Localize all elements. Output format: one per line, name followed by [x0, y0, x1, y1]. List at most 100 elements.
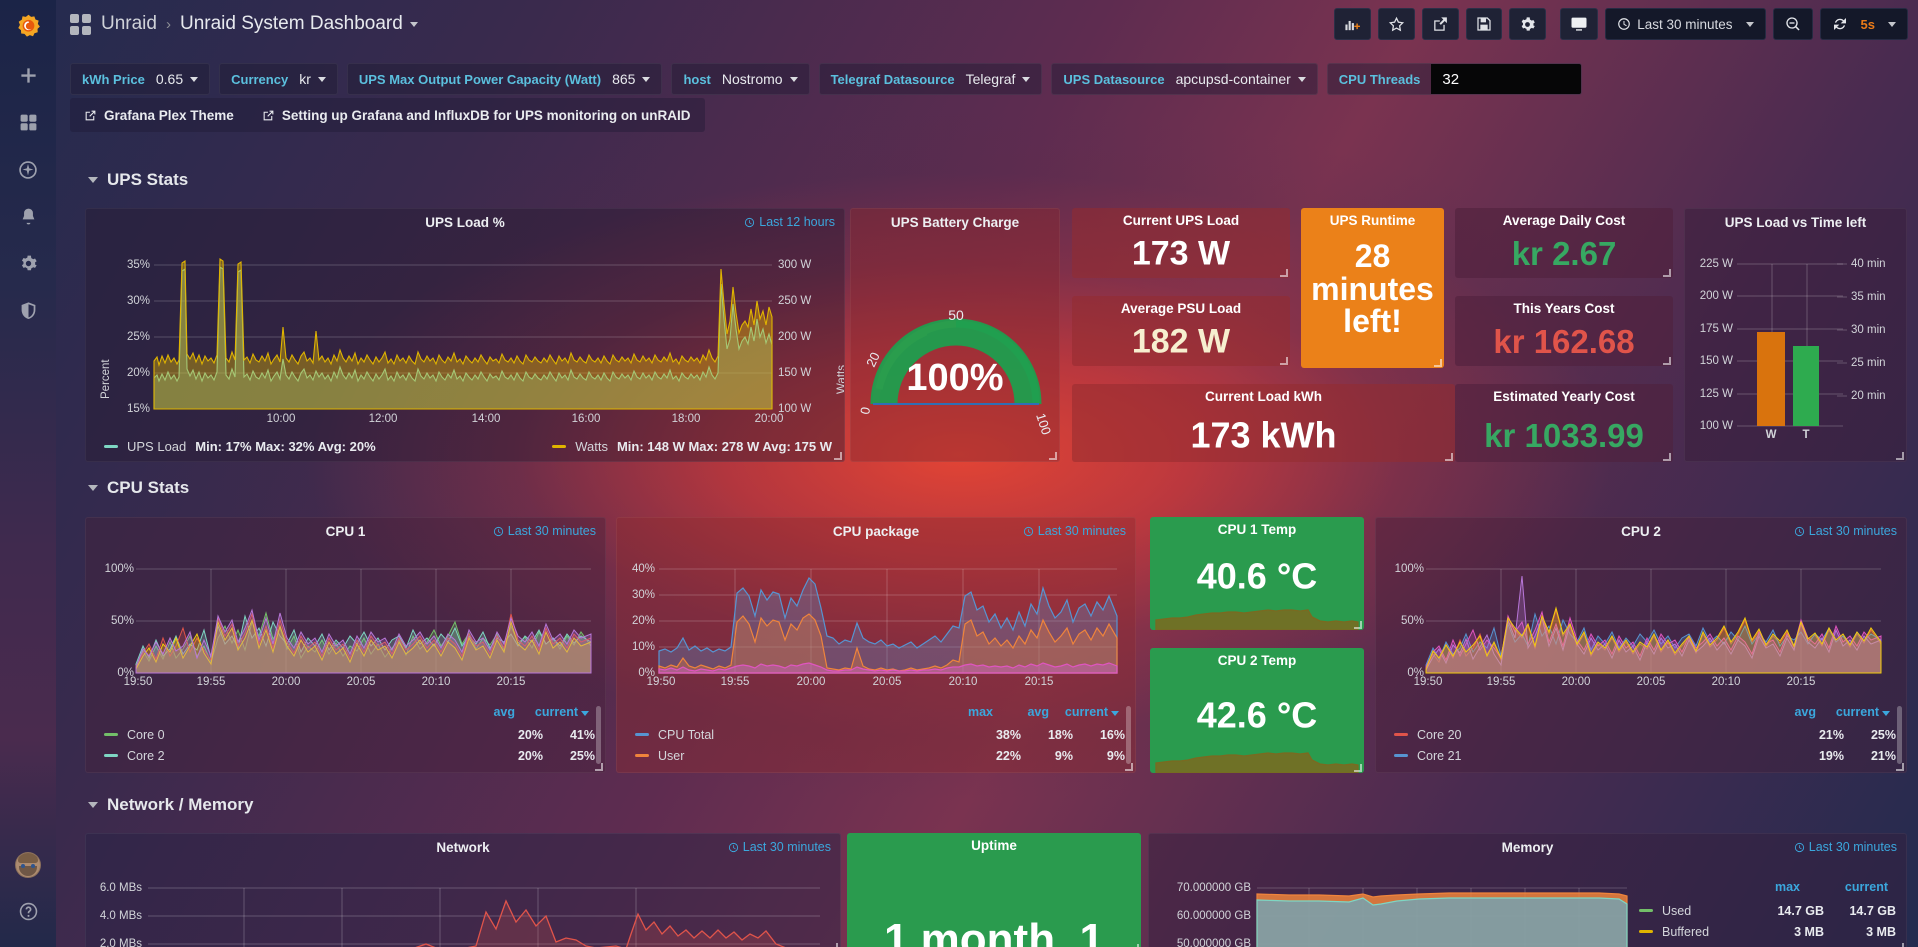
mark-favorite-button[interactable]	[1378, 8, 1416, 40]
row-header-cpu-stats[interactable]: CPU Stats	[88, 478, 189, 498]
panel-ups-battery-charge[interactable]: UPS Battery Charge 50 20 0 100 100%	[850, 208, 1060, 462]
refresh-interval-picker[interactable]: 5s	[1859, 9, 1907, 39]
legend-header-current[interactable]: current	[1065, 705, 1119, 719]
panel-resize-handle[interactable]	[830, 943, 838, 947]
panel-average-psu-load[interactable]: Average PSU Load 182 W	[1072, 296, 1290, 366]
panel-uptime[interactable]: Uptime 1 month, 1	[847, 833, 1141, 947]
row-header-ups-stats[interactable]: UPS Stats	[88, 170, 188, 190]
panel-estimated-yearly-cost[interactable]: Estimated Yearly Cost kr 1033.99	[1455, 384, 1673, 462]
panel-current-ups-load[interactable]: Current UPS Load 173 W	[1072, 208, 1290, 278]
sidebar-item-explore[interactable]	[0, 146, 56, 193]
panel-average-daily-cost[interactable]: Average Daily Cost kr 2.67	[1455, 208, 1673, 278]
panel-resize-handle[interactable]	[1125, 763, 1133, 771]
variable-currency[interactable]: Currency kr	[219, 63, 338, 95]
panel-cpu-package[interactable]: CPU package Last 30 minutes 40% 30% 20% …	[616, 517, 1136, 773]
time-range-picker[interactable]: Last 30 minutes	[1606, 9, 1764, 39]
legend-item[interactable]: Core 21 19% 21%	[1394, 745, 1896, 766]
legend-item[interactable]: Core 0 20% 41%	[104, 724, 595, 745]
legend-item[interactable]: Core 2 20% 25%	[104, 745, 595, 766]
variable-value[interactable]: 865	[612, 71, 661, 87]
cpu-threads-input[interactable]: 32	[1431, 64, 1582, 94]
legend-header-current[interactable]: current	[1836, 705, 1890, 719]
panel-resize-handle[interactable]	[595, 763, 603, 771]
sidebar-item-configuration[interactable]	[0, 240, 56, 287]
sidebar-item-dashboards[interactable]	[0, 99, 56, 146]
share-dashboard-button[interactable]	[1422, 8, 1460, 40]
main-sidebar[interactable]	[0, 0, 56, 947]
legend-item[interactable]: Used 14.7 GB 14.7 GB	[1639, 900, 1896, 921]
time-range-chevron-down-icon[interactable]	[1745, 21, 1754, 27]
sidebar-item-server-admin[interactable]	[0, 287, 56, 334]
legend-item[interactable]: CPU Total 38% 18% 16%	[635, 724, 1125, 745]
panel-resize-handle[interactable]	[1131, 944, 1139, 947]
legend-header-avg[interactable]: avg	[493, 705, 515, 719]
panel-ups-load-percent[interactable]: UPS Load % Last 12 hours Percent Watts 3…	[85, 208, 845, 462]
dashboard-link-ups-monitoring-guide[interactable]: Setting up Grafana and InfluxDB for UPS …	[248, 98, 705, 132]
legend-item-ups-load[interactable]: UPS Load Min: 17% Max: 32% Avg: 20%	[104, 439, 376, 454]
panel-resize-handle[interactable]	[1354, 621, 1362, 629]
panel-resize-handle[interactable]	[1445, 453, 1453, 461]
variable-value[interactable]: 0.65	[156, 71, 209, 87]
row-header-network-memory[interactable]: Network / Memory	[88, 795, 253, 815]
dashboard-link-grafana-plex-theme[interactable]: Grafana Plex Theme	[70, 98, 248, 132]
legend-scrollbar[interactable]	[596, 706, 601, 764]
legend-item[interactable]: User 22% 9% 9%	[635, 745, 1125, 766]
tv-kiosk-button[interactable]	[1560, 8, 1599, 40]
variable-value[interactable]: Nostromo	[722, 71, 809, 87]
variable-value[interactable]: apcupsd-container	[1176, 71, 1317, 87]
panel-ups-load-vs-time-left[interactable]: UPS Load vs Time left 225 W 200 W 175 W …	[1684, 208, 1907, 462]
panel-resize-handle[interactable]	[1896, 763, 1904, 771]
variable-value[interactable]: kr	[299, 71, 337, 87]
panel-cpu-1-temp[interactable]: CPU 1 Temp 40.6 °C	[1150, 517, 1364, 630]
sidebar-item-alerting[interactable]	[0, 193, 56, 240]
variable-kwh-price[interactable]: kWh Price 0.65	[70, 63, 211, 95]
legend-item[interactable]: Core 20 21% 25%	[1394, 724, 1896, 745]
variable-cpu-threads[interactable]: CPU Threads 32	[1326, 63, 1583, 95]
time-picker-group[interactable]: Last 30 minutes	[1605, 8, 1766, 40]
refresh-group[interactable]: 5s	[1819, 8, 1908, 40]
panel-resize-handle[interactable]	[1280, 269, 1288, 277]
user-profile-avatar[interactable]	[0, 841, 56, 888]
panel-resize-handle[interactable]	[1280, 357, 1288, 365]
sidebar-item-help[interactable]	[0, 888, 56, 935]
panel-network[interactable]: Network Last 30 minutes 6.0 MBs 4.0 MBs …	[85, 833, 841, 947]
panel-ups-runtime[interactable]: UPS Runtime 28 minutes left!	[1301, 208, 1444, 368]
refresh-interval-chevron-down-icon[interactable]	[1888, 21, 1896, 27]
panel-resize-handle[interactable]	[1896, 943, 1904, 947]
panel-resize-handle[interactable]	[1896, 452, 1904, 460]
panel-resize-handle[interactable]	[1663, 357, 1671, 365]
panel-this-years-cost[interactable]: This Years Cost kr 162.68	[1455, 296, 1673, 366]
panel-cpu-2[interactable]: CPU 2 Last 30 minutes 100% 50% 0% 19:50 …	[1375, 517, 1907, 773]
legend-header-avg[interactable]: avg	[1027, 705, 1049, 719]
breadcrumb-folder[interactable]: Unraid	[101, 13, 157, 34]
sidebar-item-create[interactable]	[0, 52, 56, 99]
dashboard-settings-button[interactable]	[1509, 8, 1547, 40]
legend-header-current[interactable]: current	[535, 705, 589, 719]
refresh-dashboard-button[interactable]	[1821, 9, 1859, 39]
variable-ups-max-output-power-capacity[interactable]: UPS Max Output Power Capacity (Watt) 865	[346, 63, 663, 95]
variable-ups-datasource[interactable]: UPS Datasource apcupsd-container	[1051, 63, 1318, 95]
legend-scrollbar[interactable]	[1897, 706, 1902, 764]
legend-header-current[interactable]: current	[1844, 880, 1888, 894]
panel-resize-handle[interactable]	[1663, 269, 1671, 277]
grafana-logo-icon[interactable]	[0, 0, 56, 52]
zoom-out-time-range-button[interactable]	[1774, 9, 1812, 39]
panel-current-load-kwh[interactable]: Current Load kWh 173 kWh	[1072, 384, 1455, 462]
panel-memory[interactable]: Memory Last 30 minutes 70.000000 GB 60.0…	[1148, 833, 1907, 947]
panel-resize-handle[interactable]	[1434, 359, 1442, 367]
legend-item[interactable]: Buffered 3 MB 3 MB	[1639, 921, 1896, 942]
add-panel-button[interactable]	[1334, 8, 1372, 40]
legend-header-max[interactable]: max	[967, 705, 993, 719]
panel-resize-handle[interactable]	[834, 452, 842, 460]
save-dashboard-button[interactable]	[1466, 8, 1503, 40]
zoom-out-group[interactable]	[1772, 8, 1813, 40]
panel-cpu-1[interactable]: CPU 1 Last 30 minutes 100% 50% 0% 19:50 …	[85, 517, 606, 773]
panel-resize-handle[interactable]	[1354, 764, 1362, 772]
variable-value[interactable]: Telegraf	[966, 71, 1042, 87]
legend-header-max[interactable]: max	[1774, 880, 1800, 894]
panel-resize-handle[interactable]	[1663, 453, 1671, 461]
dashboards-folder-icon[interactable]	[70, 13, 91, 35]
legend-item-watts[interactable]: Watts Min: 148 W Max: 278 W Avg: 175 W	[552, 439, 832, 454]
legend-header-avg[interactable]: avg	[1794, 705, 1816, 719]
variable-telegraf-datasource[interactable]: Telegraf Datasource Telegraf	[818, 63, 1043, 95]
